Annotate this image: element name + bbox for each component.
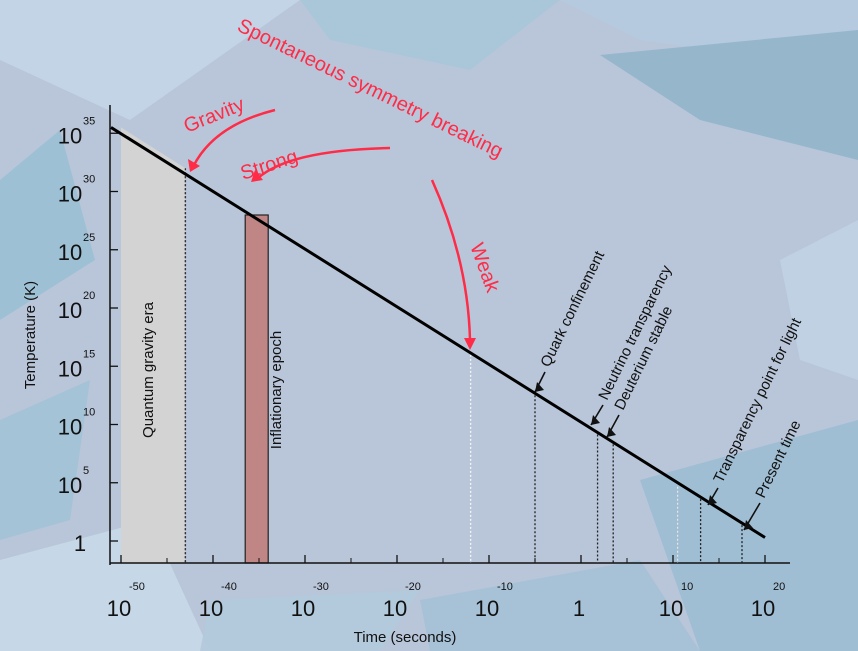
background-facet xyxy=(640,420,858,651)
x-tick-exponent: -10 xyxy=(497,581,513,593)
background-facet xyxy=(300,0,560,70)
y-tick-label: 10 xyxy=(58,123,82,148)
y-tick-exponent: 20 xyxy=(83,290,95,302)
background-facet xyxy=(420,560,700,651)
symmetry-weak-arrow xyxy=(430,179,472,341)
x-tick-label: 10 xyxy=(751,596,775,621)
quark-confinement-arrowhead xyxy=(535,382,544,392)
x-tick-exponent: -50 xyxy=(129,581,145,593)
symmetry-weak-arrowhead xyxy=(464,338,476,350)
background-facet xyxy=(0,130,95,320)
y-tick-exponent: 10 xyxy=(83,407,95,419)
x-tick-label: 10 xyxy=(383,596,407,621)
x-tick-label: 10 xyxy=(199,596,223,621)
background-facet xyxy=(600,30,858,160)
transparency-point-for-light-arrowhead xyxy=(708,495,717,505)
x-axis-title: Time (seconds) xyxy=(354,629,457,646)
background-facet xyxy=(200,590,420,651)
x-tick-exponent: -20 xyxy=(405,581,421,593)
quantum-gravity-era-label: Quantum gravity era xyxy=(140,301,157,438)
x-tick-exponent: -30 xyxy=(313,581,329,593)
y-tick-exponent: 15 xyxy=(83,348,95,360)
x-tick-exponent: -40 xyxy=(221,581,237,593)
y-tick-label: 10 xyxy=(58,415,82,440)
present-time-arrowhead xyxy=(744,520,753,530)
y-tick-label: 10 xyxy=(58,473,82,498)
x-tick-label: 10 xyxy=(291,596,315,621)
x-tick-label: 10 xyxy=(475,596,499,621)
x-tick-exponent: 10 xyxy=(681,581,693,593)
x-tick-exponent: 20 xyxy=(773,581,785,593)
symmetry-strong-arrow xyxy=(257,146,391,179)
x-tick-label: 10 xyxy=(659,596,683,621)
y-tick-label: 10 xyxy=(58,298,82,323)
quantum-gravity-era-band xyxy=(121,127,186,564)
y-tick-label: 10 xyxy=(58,356,82,381)
y-tick-label: 10 xyxy=(58,182,82,207)
symmetry-gravity-arrow xyxy=(192,108,276,166)
symmetry-strong-arrowhead xyxy=(251,170,263,182)
y-tick-exponent: 25 xyxy=(83,232,95,244)
background-facet xyxy=(0,0,300,120)
x-tick-label: 10 xyxy=(107,596,131,621)
symmetry-gravity-arrowhead xyxy=(188,159,200,172)
y-tick-exponent: 30 xyxy=(83,174,95,186)
inflationary-epoch-band xyxy=(244,214,269,564)
y-axis-title: Temperature (K) xyxy=(22,281,39,389)
neutrino-transparency-arrowhead xyxy=(591,415,600,425)
y-tick-exponent: 5 xyxy=(83,465,89,477)
background-facet xyxy=(0,380,90,540)
y-tick-exponent: 35 xyxy=(83,115,95,127)
temperature-line xyxy=(110,126,766,539)
inflationary-epoch-label: Inflationary epoch xyxy=(268,331,285,449)
deuterium-stable-arrowhead xyxy=(607,427,616,437)
y-tick-label: 10 xyxy=(58,240,82,265)
x-tick-label: 1 xyxy=(573,596,585,621)
background-facet xyxy=(780,220,858,380)
y-tick-label: 1 xyxy=(74,531,86,556)
